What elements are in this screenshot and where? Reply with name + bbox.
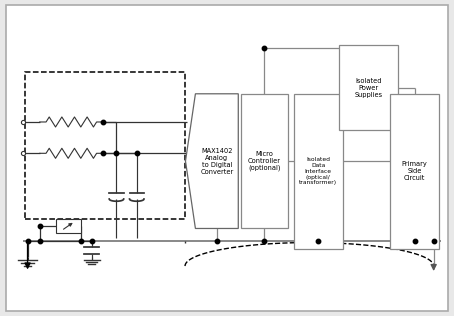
Text: Isolated
Power
Supplies: Isolated Power Supplies	[354, 77, 382, 98]
Text: Isolated
Data
Interface
(optical/
transformer): Isolated Data Interface (optical/ transf…	[299, 157, 337, 185]
Text: Micro
Controller
(optional): Micro Controller (optional)	[248, 151, 281, 171]
FancyBboxPatch shape	[339, 45, 398, 130]
Text: MAX1402
Analog
to Digital
Converter: MAX1402 Analog to Digital Converter	[200, 148, 233, 175]
FancyBboxPatch shape	[241, 94, 288, 228]
Text: Primary
Side
Circuit: Primary Side Circuit	[402, 161, 428, 181]
FancyBboxPatch shape	[6, 4, 448, 312]
FancyBboxPatch shape	[294, 94, 342, 249]
FancyBboxPatch shape	[390, 94, 439, 249]
Bar	[55, 219, 81, 233]
Polygon shape	[186, 94, 238, 228]
